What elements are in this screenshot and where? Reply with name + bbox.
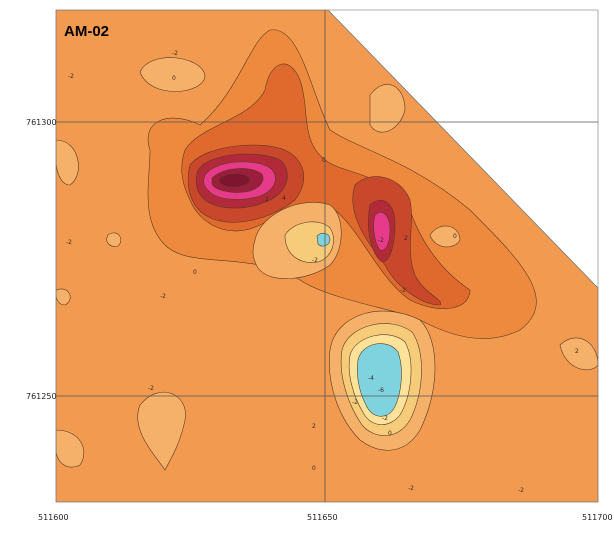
contour-label: -6 [378, 387, 384, 394]
contour-low-cyan-center [316, 232, 331, 247]
contour-label: -2 [378, 237, 384, 244]
contour-low-yellow-center [284, 221, 334, 263]
y-tick-761250: 761250 [26, 392, 57, 401]
contour-core-darkest-left [218, 173, 251, 188]
contour-blob-light-1 [139, 57, 206, 92]
x-tick-511650: 511650 [307, 513, 338, 522]
contour-label: 0 [193, 269, 197, 276]
contour-label: 0 [312, 465, 316, 472]
contour-label: 2 [575, 348, 579, 355]
y-tick-761300: 761300 [26, 118, 57, 127]
contour-label: 2 [312, 423, 316, 430]
contour-label: -4 [368, 375, 374, 382]
contour-label: -2 [148, 385, 154, 392]
contour-label: 0 [453, 233, 457, 240]
contour-label: 4 [282, 195, 286, 202]
contour-low-cyan-lower [356, 343, 402, 417]
contour-label: -2 [68, 73, 74, 80]
map-title: AM-02 [64, 23, 109, 40]
contour-labels: -2 -2 0 0 2 4 -2 0 -2 -2 2 0 -2 -2 -4 -6… [66, 50, 579, 494]
contour-blob-light-5 [369, 84, 406, 133]
contour-blob-light-6 [429, 225, 461, 248]
contour-label: 0 [322, 157, 326, 164]
contour-label: -2 [312, 257, 318, 264]
contour-label: -2 [172, 50, 178, 57]
contour-blob-light-9 [106, 232, 122, 247]
contour-core-magenta-right [373, 211, 391, 251]
contour-blob-light-4 [56, 139, 79, 186]
contour-label: -2 [518, 487, 524, 494]
contour-label: -2 [352, 399, 358, 406]
contour-blob-light-2 [137, 391, 186, 471]
contour-label: 2 [404, 235, 408, 242]
contour-label: 2 [265, 196, 269, 203]
contour-label: 0 [388, 430, 392, 437]
x-tick-511700: 511700 [582, 513, 613, 522]
x-tick-511600: 511600 [38, 513, 69, 522]
contour-label: -2 [382, 415, 388, 422]
contour-label: -2 [66, 239, 72, 246]
contour-label: -2 [400, 287, 406, 294]
contour-label: 0 [172, 75, 176, 82]
contour-label: -2 [408, 485, 414, 492]
contour-label: -2 [160, 293, 166, 300]
contour-blob-light-3 [56, 429, 85, 468]
plot-frame [55, 9, 599, 503]
